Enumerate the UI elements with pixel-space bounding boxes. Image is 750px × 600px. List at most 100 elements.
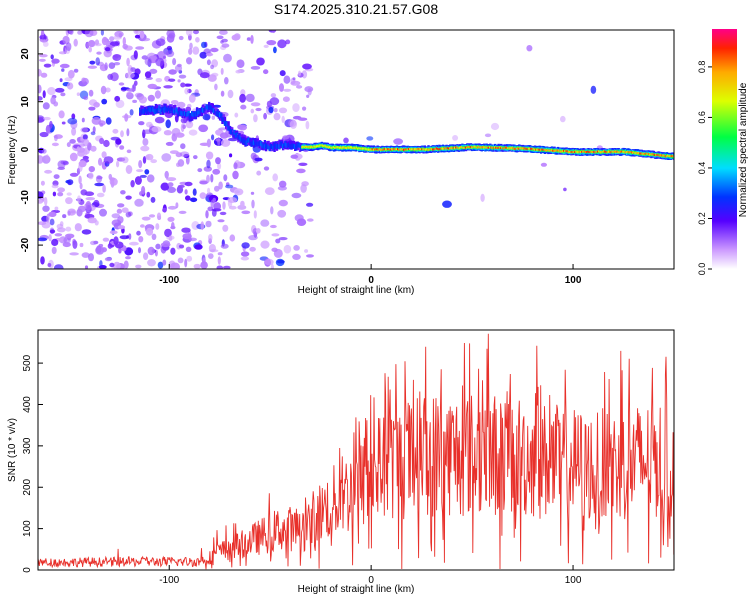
spectrogram-noise-cell (101, 151, 107, 159)
spectrogram-ridge-cell (235, 132, 239, 138)
spectrogram-ridge-cell (298, 142, 302, 148)
spectrogram-ridge-cell (467, 146, 470, 149)
spectrogram-noise-cell (62, 35, 70, 45)
y-tick-label: 100 (22, 520, 33, 537)
spectrogram-ridge-cell (445, 147, 448, 150)
spectrogram-noise-cell (138, 160, 143, 169)
spectrogram-noise-cell (139, 30, 145, 39)
spectrogram-noise-cell (166, 34, 175, 43)
spectrogram-noise-cell (96, 192, 105, 198)
spectrogram-noise-cell (73, 38, 78, 47)
spectrogram-noise-cell (89, 60, 96, 65)
spectrogram-noise-cell (108, 62, 116, 69)
spectrogram-noise-cell (126, 57, 130, 67)
spectrogram-noise-cell (263, 112, 267, 120)
spectrogram-noise-cell (62, 161, 69, 166)
spectrogram-noise-cell (290, 154, 299, 159)
spectrogram-noise-cell (168, 78, 176, 82)
x-tick-label: -100 (159, 275, 179, 286)
spectrogram-noise-cell (165, 50, 175, 58)
spectrogram-noise-cell (109, 177, 115, 182)
spectrogram-ridge-cell (255, 140, 258, 145)
spectrogram-noise-cell (490, 122, 500, 131)
spectrogram-noise-cell (38, 68, 42, 77)
spectrogram-noise-cell (42, 102, 50, 110)
spectrogram-noise-cell (177, 184, 185, 188)
spectrogram-noise-cell (83, 95, 89, 101)
spectrogram-noise-cell (264, 258, 274, 266)
spectrogram-noise-cell (146, 191, 151, 198)
spectrogram-noise-cell (49, 218, 55, 226)
spectrogram-ridge-cell (413, 148, 417, 151)
spectrogram-ridge-cell (636, 152, 640, 155)
spectrogram-ridge-cell (476, 146, 480, 149)
spectrogram-noise-cell (49, 229, 56, 234)
spectrogram-noise-cell (195, 37, 200, 43)
spectrogram-noise-cell (211, 209, 217, 217)
spectrogram-noise-cell (272, 173, 279, 182)
spectrogram-noise-cell (38, 115, 45, 123)
spectrogram-noise-cell (186, 255, 193, 262)
spectrogram-noise-cell (178, 244, 185, 249)
spectrogram-noise-cell (141, 216, 151, 221)
spectrogram-ridge-cell (273, 142, 276, 148)
spectrogram-noise-cell (198, 124, 209, 133)
spectrogram-noise-cell (96, 51, 102, 55)
spectrogram-noise-cell (188, 48, 193, 55)
spectrogram-noise-cell (48, 234, 52, 242)
spectrogram-noise-cell (115, 138, 122, 145)
spectrogram-ylabel: Frequency (Hz) (7, 116, 18, 185)
snr-y-ticks: 0 100 200 300 400 500 (22, 354, 43, 573)
spectrogram-noise-cell (231, 34, 240, 41)
spectrogram-noise-cell (296, 168, 306, 174)
spectrogram-noise-cell (39, 131, 49, 138)
spectrogram-noise-cell (292, 103, 300, 113)
spectrogram-ridge-cell (424, 148, 428, 151)
spectrogram-noise-cell (306, 202, 314, 207)
spectrogram-noise-cell (220, 67, 224, 75)
spectrogram-ridge-cell (233, 129, 236, 135)
spectrogram-noise-cell (95, 57, 100, 66)
spectrogram-noise-cell (43, 116, 51, 121)
spectrogram-noise-cell (233, 188, 244, 196)
spectrogram-noise-cell (61, 121, 66, 125)
spectrogram-noise-cell (199, 51, 207, 59)
spectrogram-ridge-cell (204, 106, 207, 112)
spectrogram-noise-cell (138, 96, 147, 104)
spectrogram-noise-cell (88, 106, 96, 111)
spectrogram-noise-cell (202, 113, 211, 121)
spectrogram-noise-cell (222, 201, 226, 210)
spectrogram-ridge-cell (422, 148, 425, 151)
colorbar-tick-label: 0.8 (697, 61, 707, 74)
spectrogram-noise-cell (222, 224, 229, 232)
spectrogram-noise-cell (132, 99, 138, 103)
spectrogram-noise-cell (84, 30, 94, 38)
spectrogram-noise-cell (129, 109, 134, 116)
spectrogram-noise-cell (104, 47, 111, 52)
spectrogram-noise-cell (88, 172, 94, 180)
spectrogram-noise-cell (40, 72, 48, 78)
spectrogram-ridge-cell (479, 146, 482, 149)
spectrogram-noise-cell (59, 78, 63, 83)
spectrogram-noise-cell (560, 115, 566, 123)
spectrogram-noise-cell (217, 219, 225, 223)
spectrogram-ridge-cell (227, 121, 230, 130)
spectrogram-noise-cell (147, 83, 158, 89)
spectrogram-noise-cell (118, 32, 123, 38)
spectrogram-noise-cell (134, 198, 144, 207)
spectrogram-noise-cell (58, 110, 65, 119)
spectrogram-noise-cell (229, 153, 233, 158)
spectrogram-ridge-cell (360, 147, 363, 150)
spectrogram-noise-cell (57, 187, 65, 193)
spectrogram-noise-cell (77, 30, 83, 35)
spectrogram-noise-cell (240, 104, 247, 110)
spectrogram-noise-cell (122, 43, 128, 50)
spectrogram-noise-cell (133, 50, 138, 60)
spectrogram-noise-cell (241, 210, 251, 215)
spectrogram-noise-cell (219, 211, 227, 216)
spectrogram-cells (38, 30, 674, 269)
spectrogram-ridge-cell (349, 146, 353, 149)
spectrogram-noise-cell (103, 139, 110, 148)
